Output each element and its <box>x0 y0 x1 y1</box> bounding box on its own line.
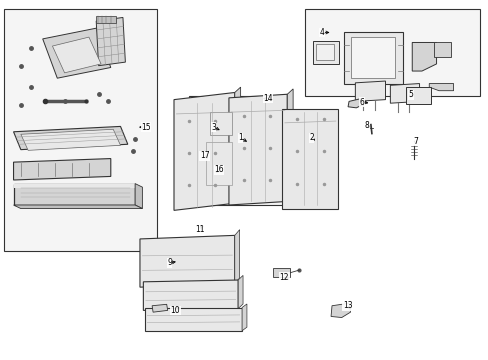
Text: 16: 16 <box>214 166 224 175</box>
Text: 11: 11 <box>195 225 204 234</box>
Bar <box>344 32 402 84</box>
Text: 8: 8 <box>364 121 368 130</box>
Polygon shape <box>144 307 242 331</box>
Polygon shape <box>428 84 453 91</box>
Polygon shape <box>238 275 243 309</box>
Text: 5: 5 <box>407 90 412 99</box>
Polygon shape <box>234 230 239 284</box>
Bar <box>272 268 289 277</box>
Text: 9: 9 <box>167 258 172 267</box>
Polygon shape <box>14 205 142 208</box>
Bar <box>351 37 394 78</box>
Text: 14: 14 <box>263 94 272 103</box>
Text: 15: 15 <box>141 123 151 132</box>
Bar <box>305 9 479 96</box>
Polygon shape <box>228 94 287 205</box>
Text: 4: 4 <box>319 28 324 37</box>
Bar <box>312 41 339 64</box>
Bar <box>433 42 450 57</box>
Bar <box>315 44 334 60</box>
Polygon shape <box>389 84 419 103</box>
Polygon shape <box>140 235 234 287</box>
Bar <box>405 87 430 104</box>
Text: 13: 13 <box>342 301 352 310</box>
Polygon shape <box>143 280 238 310</box>
Polygon shape <box>14 126 127 150</box>
Polygon shape <box>135 184 142 208</box>
Text: 7: 7 <box>412 137 417 146</box>
Text: 12: 12 <box>279 273 288 282</box>
Text: 6: 6 <box>359 98 364 107</box>
Polygon shape <box>14 184 135 188</box>
Polygon shape <box>234 87 240 203</box>
Text: 2: 2 <box>308 133 313 142</box>
Polygon shape <box>14 184 135 205</box>
Bar <box>96 17 116 23</box>
Polygon shape <box>21 129 120 150</box>
Polygon shape <box>96 18 125 66</box>
Bar <box>203 141 234 187</box>
Polygon shape <box>174 93 234 210</box>
Bar <box>205 143 232 185</box>
Polygon shape <box>52 37 101 73</box>
Text: 10: 10 <box>170 306 180 315</box>
Bar <box>210 112 232 135</box>
Polygon shape <box>282 109 338 208</box>
Polygon shape <box>347 99 363 108</box>
Text: 1: 1 <box>238 133 243 142</box>
Bar <box>188 96 283 205</box>
Polygon shape <box>287 89 292 202</box>
Polygon shape <box>237 182 271 196</box>
Polygon shape <box>14 158 111 180</box>
Polygon shape <box>330 303 350 318</box>
Polygon shape <box>411 42 436 71</box>
Bar <box>4 9 157 251</box>
Polygon shape <box>42 28 111 78</box>
Polygon shape <box>242 304 246 331</box>
Polygon shape <box>152 304 167 312</box>
Bar <box>207 109 234 139</box>
Text: 3: 3 <box>210 123 215 132</box>
Polygon shape <box>355 81 385 102</box>
Text: 17: 17 <box>200 151 209 160</box>
